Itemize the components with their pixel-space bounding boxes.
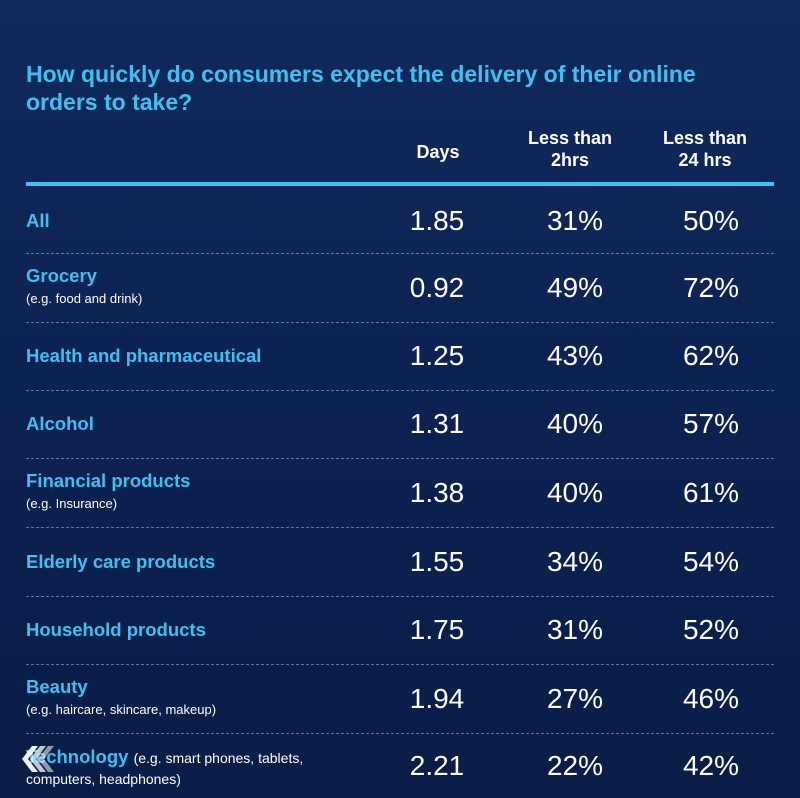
row-label: Alcohol (26, 413, 94, 435)
row-sublabel: (e.g. smart phones, tablets, computers, … (26, 750, 304, 787)
less-than-24hrs-value: 42% (682, 749, 740, 781)
less-than-2hrs-value: 27% (546, 682, 604, 714)
row-label: Beauty (e.g. haircare, skincare, makeup) (26, 676, 216, 717)
days-value: 1.25 (409, 340, 465, 371)
column-header-line: Less than (662, 128, 748, 148)
row-label-text: All (26, 209, 50, 231)
column-header-line: 2hrs (550, 150, 590, 170)
less-than-2hrs-value: 31% (546, 204, 604, 236)
column-header-line: 24 hrs (678, 150, 732, 170)
table-row: Health and pharmaceutical 1.25 43% 62% (26, 322, 774, 391)
column-header-less-than-24hrs: Less than 24 hrs (640, 127, 770, 171)
table-row: Beauty (e.g. haircare, skincare, makeup) 1… (26, 664, 774, 734)
less-than-24hrs-value: 50% (682, 204, 740, 236)
less-than-24hrs-value: 72% (682, 271, 740, 303)
table-row: Financial products (e.g. Insurance) 1.38 40… (26, 458, 774, 528)
row-label-text: Elderly care products (26, 550, 216, 572)
chart-title: How quickly do consumers expect the deli… (26, 61, 696, 115)
days-value: 0.92 (409, 271, 465, 303)
less-than-2hrs-value: 34% (546, 545, 604, 577)
row-label: Elderly care products (26, 551, 215, 573)
column-header-days: Days (398, 141, 478, 163)
less-than-24hrs-value: 46% (682, 682, 740, 714)
days-value: 1.75 (409, 614, 465, 645)
table-row: Household products 1.75 31% 52% (26, 596, 774, 665)
row-label: Technology (e.g. smart phones, tablets, … (26, 747, 366, 789)
column-header-line: Less than (527, 128, 613, 148)
row-sublabel: (e.g. food and drink) (26, 291, 143, 306)
table-row: All 1.85 31% 50% (26, 188, 774, 254)
days-value: 1.38 (409, 476, 465, 508)
row-label-text: Beauty (26, 676, 88, 697)
column-header-days-line: Days (416, 142, 460, 162)
row-label-text: Grocery (26, 265, 97, 286)
row-label: Grocery (e.g. food and drink) (26, 265, 142, 306)
row-label-text: Technology (26, 746, 129, 767)
less-than-2hrs-value: 22% (546, 749, 604, 781)
row-label-text: Health and pharmaceutical (26, 345, 262, 366)
less-than-2hrs-value: 40% (546, 476, 604, 508)
row-label: Health and pharmaceutical (26, 345, 261, 367)
row-label: Financial products (e.g. Insurance) (26, 470, 190, 511)
row-sublabel: (e.g. haircare, skincare, makeup) (26, 702, 217, 717)
row-label: Household products (26, 619, 206, 641)
table-row: Elderly care products 1.55 34% 54% (26, 527, 774, 597)
row-label-text: Household products (26, 619, 206, 640)
less-than-2hrs-value: 31% (546, 614, 604, 645)
layered-chevron-logo-icon (22, 746, 54, 772)
row-label-text: Alcohol (26, 413, 94, 434)
table-row: Grocery (e.g. food and drink) 0.92 49% 72% (26, 253, 774, 323)
less-than-24hrs-value: 61% (682, 476, 740, 508)
days-value: 1.31 (409, 408, 465, 439)
table-row: Alcohol 1.31 40% 57% (26, 390, 774, 459)
less-than-24hrs-value: 52% (682, 614, 740, 645)
less-than-24hrs-value: 62% (682, 340, 740, 371)
column-header-less-than-2hrs: Less than 2hrs (505, 127, 635, 171)
less-than-2hrs-value: 43% (546, 340, 604, 371)
less-than-24hrs-value: 57% (682, 408, 740, 439)
row-sublabel: (e.g. Insurance) (26, 496, 118, 511)
days-value: 1.55 (409, 545, 465, 577)
days-value: 1.85 (409, 204, 465, 236)
row-label-text: Financial products (26, 470, 191, 491)
header-divider (26, 182, 774, 186)
row-label: All (26, 210, 50, 232)
table-row: Technology (e.g. smart phones, tablets, … (26, 733, 774, 798)
days-value: 1.94 (409, 682, 465, 714)
less-than-2hrs-value: 40% (546, 408, 604, 439)
less-than-24hrs-value: 54% (682, 545, 740, 577)
days-value: 2.21 (409, 749, 465, 781)
less-than-2hrs-value: 49% (546, 271, 604, 303)
